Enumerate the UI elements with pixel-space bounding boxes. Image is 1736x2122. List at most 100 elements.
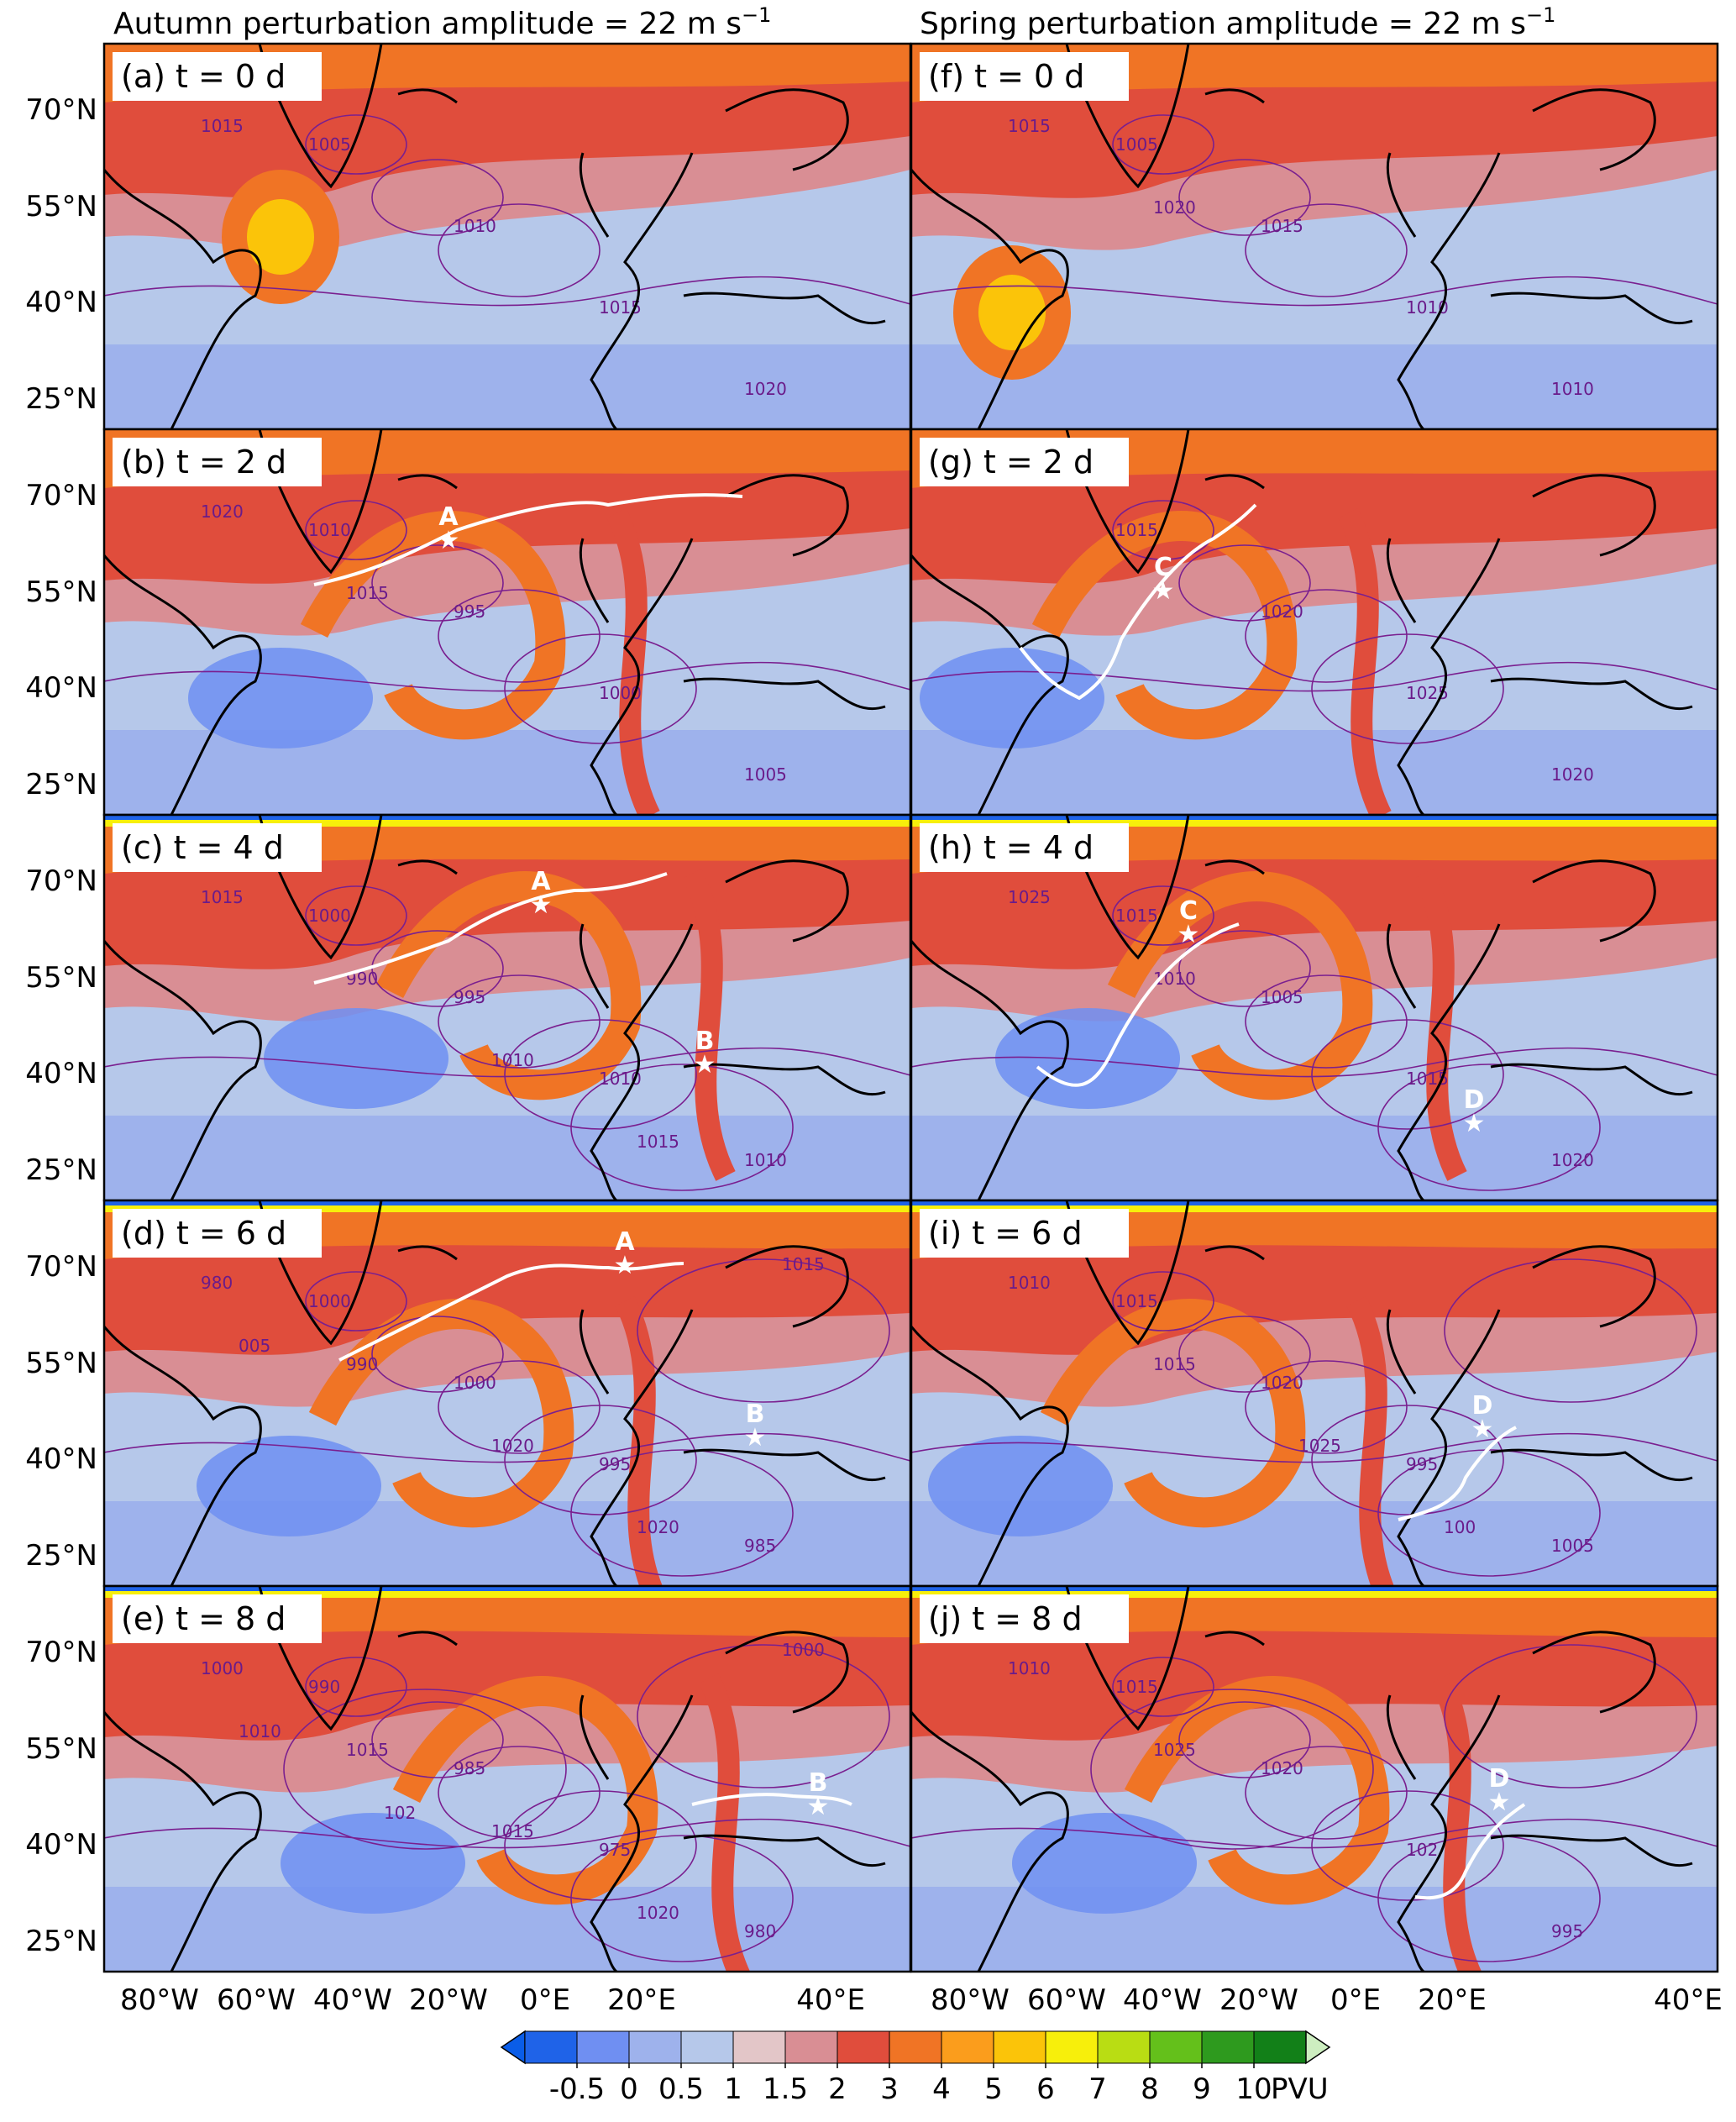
isobar-label: 1020 — [637, 1517, 679, 1537]
map-panel: 10051015102010299510101025★D(j) t = 8 d — [910, 1584, 1719, 1973]
panel-label-box — [113, 52, 322, 101]
colorbar-segment — [628, 2030, 682, 2064]
isobar-label: 1015 — [201, 887, 244, 907]
lon-label: 40°W — [313, 1983, 392, 2017]
pv-field-low — [104, 730, 910, 815]
pv-low-region — [1012, 1813, 1197, 1914]
coastline — [1490, 1448, 1693, 1482]
cyclone-marker: A — [438, 502, 459, 532]
isobar — [1090, 1689, 1374, 1850]
isobar — [1444, 1644, 1697, 1788]
isobar — [911, 276, 1718, 307]
coastline — [683, 1063, 886, 1096]
colorbar-tick-label: 1.5 — [763, 2072, 808, 2106]
lat-label: 70°N — [25, 1250, 97, 1284]
lat-label: 55°N — [25, 1732, 97, 1766]
isobar — [1112, 1271, 1214, 1332]
cyclone-marker: A — [615, 1227, 635, 1257]
coastline — [1397, 538, 1501, 815]
isobar-label: 102 — [1406, 1840, 1438, 1860]
lat-label: 70°N — [25, 1636, 97, 1669]
lat-label: 55°N — [25, 1347, 97, 1380]
colorbar-tick-label: 6 — [1036, 2072, 1055, 2106]
colorbar-segment — [680, 2030, 734, 2064]
coastline — [590, 152, 694, 429]
lat-label: 40°N — [25, 671, 97, 705]
isobar-label: 1000 — [201, 1658, 244, 1678]
isobar — [104, 276, 910, 307]
panel-label: (g) t = 2 d — [928, 444, 1094, 481]
isobar — [371, 1701, 504, 1778]
coastline — [397, 474, 458, 490]
coastline — [911, 1711, 1069, 1972]
panel-label-box — [920, 1594, 1129, 1643]
isobar-label: 995 — [1406, 1454, 1438, 1474]
coastline — [104, 940, 262, 1200]
isobar-label: 1010 — [454, 216, 496, 236]
cyclone-marker: D — [1472, 1391, 1493, 1421]
isobar-label: 1020 — [744, 379, 787, 399]
colorbar-tick-label: 10 — [1235, 2072, 1272, 2106]
pv-polar-band-blue — [104, 1586, 910, 1591]
isobar — [283, 1689, 567, 1850]
isobar — [438, 1360, 601, 1454]
isobar-label: 1020 — [1551, 764, 1594, 785]
coastline — [725, 88, 849, 171]
coastline — [579, 538, 610, 623]
column-title-autumn: Autumn perturbation amplitude = 22 m s−1 — [113, 3, 771, 41]
pv-filament — [606, 508, 660, 815]
coastline — [1386, 1309, 1417, 1395]
coastline — [911, 169, 1069, 429]
isobar-label: 1015 — [1261, 216, 1303, 236]
cyclone-marker: D — [1489, 1764, 1510, 1794]
colorbar-tick-label: 0.5 — [658, 2072, 704, 2106]
colorbar-tick-label: 4 — [932, 2072, 951, 2106]
isobar-label: 995 — [1551, 1921, 1583, 1941]
lon-label: 40°E — [1654, 1983, 1723, 2017]
pv-filament — [699, 1673, 751, 1972]
cyclone-star-icon: ★ — [1152, 576, 1175, 606]
panel-label: (h) t = 4 d — [928, 829, 1094, 866]
coastline — [397, 1631, 458, 1647]
isobar — [1311, 633, 1504, 744]
isobar-label: 980 — [744, 1921, 776, 1941]
lon-label: 40°W — [1123, 1983, 1202, 2017]
cyclone-track — [1398, 1426, 1517, 1521]
panel-label: (e) t = 8 d — [121, 1600, 286, 1637]
pv-polar-band-blue — [104, 815, 910, 820]
coastline — [911, 554, 1069, 815]
coastline — [590, 538, 694, 815]
coastline — [1397, 1694, 1501, 1972]
isobar — [504, 633, 697, 744]
coastline — [683, 677, 886, 711]
coastline — [683, 1834, 886, 1867]
coastline — [397, 1245, 458, 1261]
isobar — [438, 1746, 601, 1840]
coastline — [1532, 88, 1656, 171]
isobar — [371, 544, 504, 622]
isobar — [1178, 1316, 1311, 1393]
cyclone-star-icon: ★ — [1463, 1109, 1486, 1138]
cyclone-track — [313, 493, 743, 586]
coastline — [590, 923, 694, 1200]
pv-polar-band-blue — [911, 815, 1718, 820]
isobar — [305, 114, 407, 175]
isobar-label: 1010 — [744, 1150, 787, 1170]
cyclone-track — [1036, 922, 1240, 1087]
isobar — [1178, 930, 1311, 1007]
isobar — [1112, 1657, 1214, 1717]
isobar — [911, 1818, 1718, 1849]
coastline — [725, 1245, 849, 1328]
isobar — [104, 1818, 910, 1849]
coastline — [1386, 1694, 1417, 1780]
isobar-label: 1005 — [1551, 1536, 1594, 1556]
isobar — [504, 1790, 697, 1901]
isobar-label: 1010 — [1551, 379, 1594, 399]
coastline — [397, 88, 458, 104]
isobar — [305, 1271, 407, 1332]
colorbar-segment — [837, 2030, 890, 2064]
colorbar-segment — [524, 2030, 578, 2064]
panel-label: (j) t = 8 d — [928, 1600, 1083, 1637]
